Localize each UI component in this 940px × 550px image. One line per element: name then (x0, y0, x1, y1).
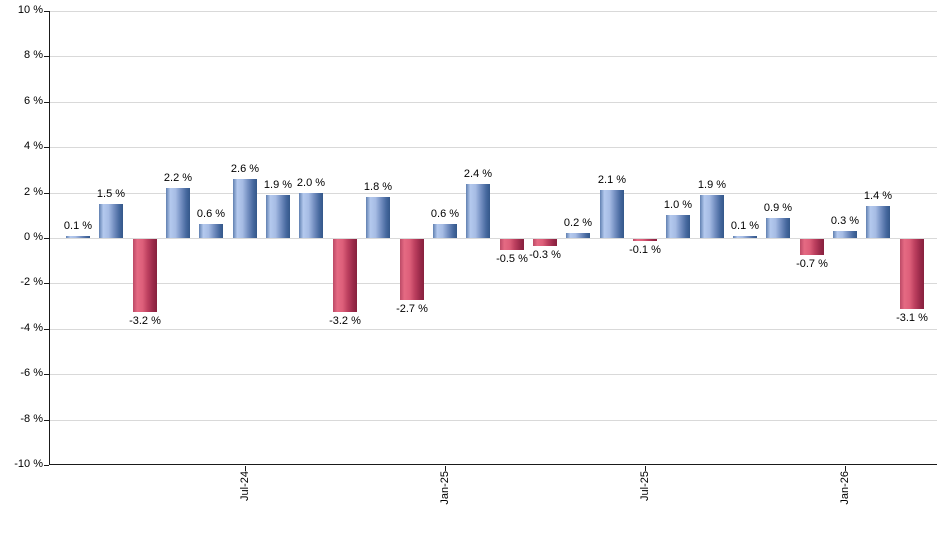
positive-return-bar (166, 188, 190, 238)
positive-return-bar (766, 217, 790, 238)
bar-value-label: 2.0 % (296, 176, 326, 189)
bar-value-label: -2.7 % (396, 303, 428, 316)
x-axis-tick-label: Jul-25 (639, 471, 651, 501)
negative-return-bar (800, 239, 824, 255)
y-axis-tick-label: 8 % (24, 49, 43, 62)
y-axis-tick-label: -6 % (20, 367, 43, 380)
x-axis-tick-label: Jul-24 (239, 471, 251, 501)
positive-return-bar (433, 224, 457, 238)
y-gridline (50, 192, 937, 194)
bar-value-label: 1.9 % (263, 178, 293, 191)
y-tick-mark (44, 147, 49, 149)
bar-value-label: 1.5 % (96, 187, 126, 200)
positive-return-bar (266, 194, 290, 238)
positive-return-bar (566, 233, 590, 238)
y-gridline (50, 11, 937, 12)
negative-return-bar (500, 239, 524, 251)
positive-return-bar (66, 235, 90, 238)
bar-value-label: 1.9 % (697, 178, 727, 191)
positive-return-bar (833, 231, 857, 238)
x-axis-tick-label: Jan-26 (839, 471, 851, 505)
x-tick-mark (845, 466, 846, 471)
x-tick-mark (645, 466, 646, 471)
bar-value-label: 0.6 % (196, 208, 226, 221)
x-axis-tick-label: Jan-25 (439, 471, 451, 505)
bar-value-label: -0.3 % (529, 248, 561, 261)
y-axis-tick-label: 0 % (24, 231, 43, 243)
y-gridline (50, 283, 937, 285)
negative-return-bar (633, 239, 657, 242)
bar-value-label: -0.1 % (629, 244, 661, 257)
positive-return-bar (99, 203, 123, 238)
y-tick-mark (44, 192, 49, 194)
y-tick-mark (44, 465, 49, 466)
y-tick-mark (44, 283, 49, 285)
y-axis-tick-label: -4 % (20, 321, 43, 334)
y-axis-tick-label: -2 % (20, 276, 43, 289)
bar-value-label: 1.8 % (363, 181, 393, 194)
negative-return-bar (400, 239, 424, 301)
negative-return-bar (533, 239, 557, 246)
bar-value-label: 1.4 % (863, 190, 893, 203)
bar-value-label: -3.2 % (129, 314, 161, 327)
bar-value-label: 0.9 % (763, 201, 793, 214)
bar-value-label: 0.3 % (830, 215, 860, 228)
y-tick-mark (44, 238, 49, 239)
bar-value-label: -3.2 % (329, 314, 361, 327)
y-tick-mark (44, 11, 49, 12)
y-gridline (50, 419, 937, 421)
positive-return-bar (233, 178, 257, 238)
y-tick-mark (44, 374, 49, 376)
y-gridline (50, 56, 937, 58)
positive-return-bar (600, 190, 624, 238)
bar-value-label: 2.4 % (463, 167, 493, 180)
y-axis-tick-label: 2 % (24, 185, 43, 198)
bar-value-label: 0.1 % (63, 219, 93, 232)
x-tick-mark (245, 466, 246, 471)
y-gridline (50, 238, 937, 239)
y-axis-tick-label: -8 % (20, 412, 43, 425)
positive-return-bar (666, 215, 690, 238)
bar-value-label: 0.6 % (430, 208, 460, 221)
bar-value-label: 1.0 % (663, 199, 693, 212)
bar-value-label: 0.2 % (563, 217, 593, 230)
bar-value-label: 0.1 % (730, 219, 760, 232)
bar-value-label: 2.1 % (597, 174, 627, 187)
positive-return-bar (299, 192, 323, 238)
positive-return-bar (866, 206, 890, 238)
bar-value-label: -3.1 % (896, 312, 928, 325)
negative-return-bar (133, 239, 157, 312)
positive-return-bar (466, 183, 490, 238)
y-tick-mark (44, 328, 49, 330)
positive-return-bar (366, 197, 390, 238)
y-tick-mark (44, 56, 49, 58)
y-gridline (50, 328, 937, 330)
negative-return-bar (333, 239, 357, 312)
y-gridline (50, 374, 937, 376)
y-tick-mark (44, 101, 49, 103)
y-axis-tick-label: 10 % (17, 4, 43, 16)
bar-value-label: -0.5 % (496, 253, 528, 266)
positive-return-bar (733, 235, 757, 238)
y-gridline (50, 147, 937, 149)
plot-area (49, 11, 937, 465)
bar-value-label: 2.6 % (230, 162, 260, 175)
y-axis-tick-label: -10 % (14, 458, 43, 470)
y-tick-mark (44, 419, 49, 421)
x-tick-mark (445, 466, 446, 471)
negative-return-bar (900, 239, 924, 310)
y-axis-tick-label: 4 % (24, 140, 43, 153)
y-axis-tick-label: 6 % (24, 94, 43, 107)
bar-value-label: 2.2 % (163, 172, 193, 185)
positive-return-bar (199, 224, 223, 238)
y-gridline (50, 101, 937, 103)
bar-value-label: -0.7 % (796, 257, 828, 270)
positive-return-bar (700, 194, 724, 238)
